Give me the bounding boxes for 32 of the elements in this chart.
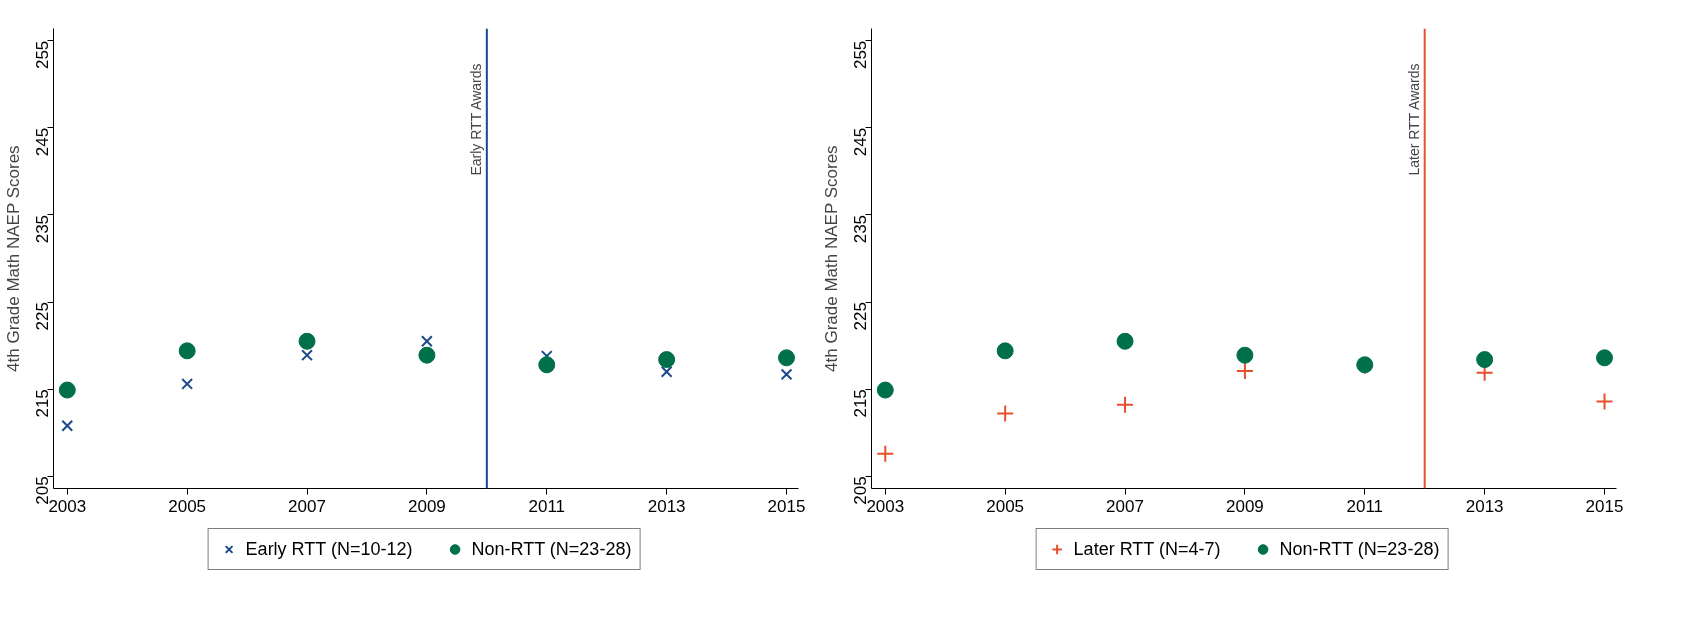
y-tick-label: 225	[851, 302, 871, 331]
x-tick-label: 2009	[407, 496, 446, 516]
legend-label: Later RTT (N=4-7)	[1073, 538, 1221, 560]
x-tick-label: 2013	[1465, 496, 1504, 516]
x-tick-label: 2013	[647, 496, 686, 516]
x-tick-label: 2003	[866, 496, 905, 516]
y-axis-title: 4th Grade Math NAEP Scores	[821, 145, 841, 372]
legend-label: Non-RTT (N=23-28)	[471, 538, 632, 560]
y-axis-title: 4th Grade Math NAEP Scores	[3, 145, 23, 372]
x-tick-label: 2005	[168, 496, 207, 516]
ref-line-label: Later RTT Awards	[1405, 63, 1422, 176]
x-tick-label: 2005	[986, 496, 1025, 516]
x-tick-label: 2007	[288, 496, 326, 516]
x-tick-label: 2003	[48, 496, 87, 516]
y-tick-label: 215	[851, 389, 871, 418]
legend-label: Early RTT (N=10-12)	[245, 538, 413, 560]
x-tick-label: 2009	[1225, 496, 1264, 516]
x-tick-label: 2007	[1106, 496, 1144, 516]
y-tick-label: 245	[33, 127, 53, 157]
y-tick-label: 245	[851, 127, 871, 157]
legend-label: Non-RTT (N=23-28)	[1279, 538, 1440, 560]
y-tick-label: 235	[33, 214, 53, 244]
x-tick-label: 2011	[1346, 496, 1384, 516]
x-tick-label: 2011	[528, 496, 566, 516]
x-tick-label: 2015	[767, 496, 806, 516]
y-tick-label: 225	[33, 302, 53, 331]
y-tick-label: 255	[851, 40, 871, 70]
y-tick-label: 255	[33, 40, 53, 70]
y-tick-label: 235	[851, 214, 871, 244]
ref-line-label: Early RTT Awards	[467, 63, 484, 176]
y-tick-label: 215	[33, 389, 53, 418]
x-tick-label: 2015	[1585, 496, 1624, 516]
